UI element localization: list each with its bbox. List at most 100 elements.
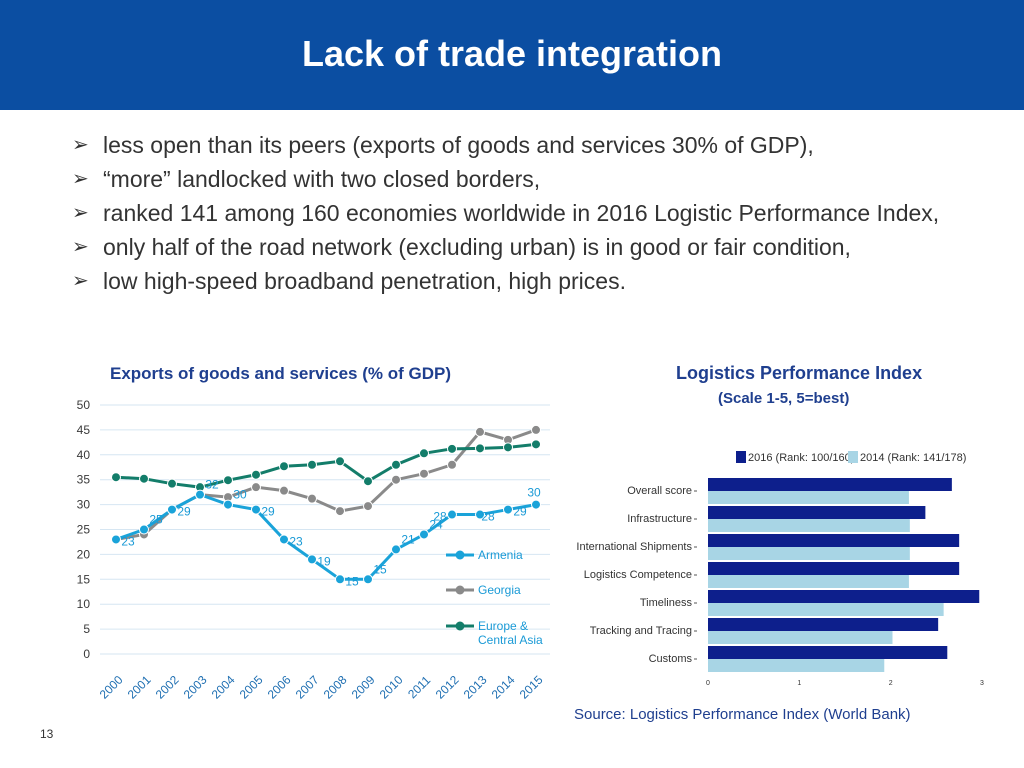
x-tick-label: 1 <box>797 680 801 687</box>
data-point <box>503 442 513 453</box>
y-tick-label: 0 <box>83 647 90 661</box>
data-label: 24 <box>429 517 443 531</box>
legend-marker <box>455 585 465 595</box>
slide-header: Lack of trade integration <box>0 0 1024 110</box>
category-label: Logistics Competence <box>584 569 692 581</box>
data-point <box>335 506 345 517</box>
data-point <box>363 476 373 487</box>
legend-label: 2014 (Rank: 141/178) <box>860 452 966 464</box>
y-tick-label: 30 <box>77 498 91 512</box>
bar <box>708 562 960 575</box>
legend-marker <box>455 550 465 560</box>
data-label: 19 <box>317 554 331 568</box>
data-point <box>475 426 485 437</box>
bullet-item: ➢ ranked 141 among 160 economies worldwid… <box>72 196 994 230</box>
series-line <box>115 493 537 581</box>
bullet-item: ➢ only half of the road network (excludin… <box>72 230 994 264</box>
data-point <box>111 472 121 483</box>
bar <box>708 506 926 519</box>
bullet-item: ➢ low high-speed broadband penetration, h… <box>72 264 994 298</box>
data-label: 23 <box>121 534 135 548</box>
legend-swatch <box>736 451 746 463</box>
data-point <box>139 524 149 535</box>
bullet-text: low high-speed broadband penetration, hi… <box>103 268 626 294</box>
bar <box>708 646 948 659</box>
bullet-text: “more” landlocked with two closed border… <box>103 166 541 192</box>
data-label: 28 <box>481 510 495 524</box>
legend-label: Europe & Central Asia <box>478 619 543 647</box>
data-point <box>279 485 289 496</box>
x-tick-label: 3 <box>980 680 984 687</box>
category-label: Tracking and Tracing <box>590 625 692 637</box>
y-tick-label: 20 <box>77 547 91 561</box>
data-point <box>503 504 513 515</box>
data-point <box>475 443 485 454</box>
arrow-bullet-icon: ➢ <box>72 168 89 190</box>
data-point <box>447 509 457 520</box>
bar <box>708 478 952 491</box>
y-tick-label: 40 <box>77 448 91 462</box>
bar <box>708 618 939 631</box>
data-label: 29 <box>261 505 275 519</box>
data-point <box>391 544 401 555</box>
bar <box>708 590 980 603</box>
y-tick-label: 25 <box>77 523 91 537</box>
arrow-bullet-icon: ➢ <box>72 270 89 292</box>
bar <box>708 519 910 532</box>
legend-swatch <box>848 451 858 463</box>
y-tick-label: 45 <box>77 423 91 437</box>
bullet-text: ranked 141 among 160 economies worldwide… <box>103 200 940 226</box>
page-number: 13 <box>40 727 54 741</box>
source-note: Source: Logistics Performance Index (Wor… <box>574 706 911 723</box>
category-label: Infrastructure <box>627 513 692 525</box>
y-tick-label: 5 <box>83 622 90 636</box>
arrow-bullet-icon: ➢ <box>72 134 89 156</box>
bar <box>708 631 893 644</box>
y-tick-label: 15 <box>77 572 91 586</box>
data-point <box>531 424 541 435</box>
data-point <box>391 474 401 485</box>
data-point <box>419 529 429 540</box>
data-label: 15 <box>345 574 359 588</box>
data-point <box>419 448 429 459</box>
y-tick-label: 35 <box>77 473 91 487</box>
data-point <box>391 459 401 470</box>
series-line <box>115 442 537 489</box>
data-label: 29 <box>513 505 527 519</box>
bar <box>708 491 909 504</box>
y-tick-label: 50 <box>77 398 91 412</box>
x-tick-label: 0 <box>706 680 710 687</box>
bar <box>708 659 885 672</box>
lpi-chart-subtitle: (Scale 1-5, 5=best) <box>718 390 850 407</box>
data-point <box>167 478 177 489</box>
data-point <box>111 534 121 545</box>
data-point <box>335 574 345 585</box>
category-label: Timeliness <box>640 597 693 609</box>
bullet-text: only half of the road network (excluding… <box>103 234 851 260</box>
bar <box>708 534 960 547</box>
legend-marker <box>455 621 465 631</box>
data-label: 25 <box>149 513 163 527</box>
data-point <box>475 509 485 520</box>
x-tick-label: 2 <box>889 680 893 687</box>
data-point <box>363 574 373 585</box>
data-point <box>167 504 177 515</box>
lpi-chart-title: Logistics Performance Index <box>676 363 923 383</box>
arrow-bullet-icon: ➢ <box>72 202 89 224</box>
data-point <box>335 456 345 467</box>
bar <box>708 575 909 588</box>
data-point <box>223 475 233 486</box>
exports-chart-title: Exports of goods and services (% of GDP) <box>110 364 452 383</box>
category-label: Overall score <box>627 485 692 497</box>
data-label: 21 <box>401 532 415 546</box>
data-point <box>419 468 429 479</box>
data-point <box>531 499 541 510</box>
data-point <box>447 443 457 454</box>
data-point <box>447 459 457 470</box>
data-point <box>363 501 373 512</box>
data-label: 28 <box>433 510 447 524</box>
bar <box>708 603 944 616</box>
data-label: 30 <box>233 488 247 502</box>
